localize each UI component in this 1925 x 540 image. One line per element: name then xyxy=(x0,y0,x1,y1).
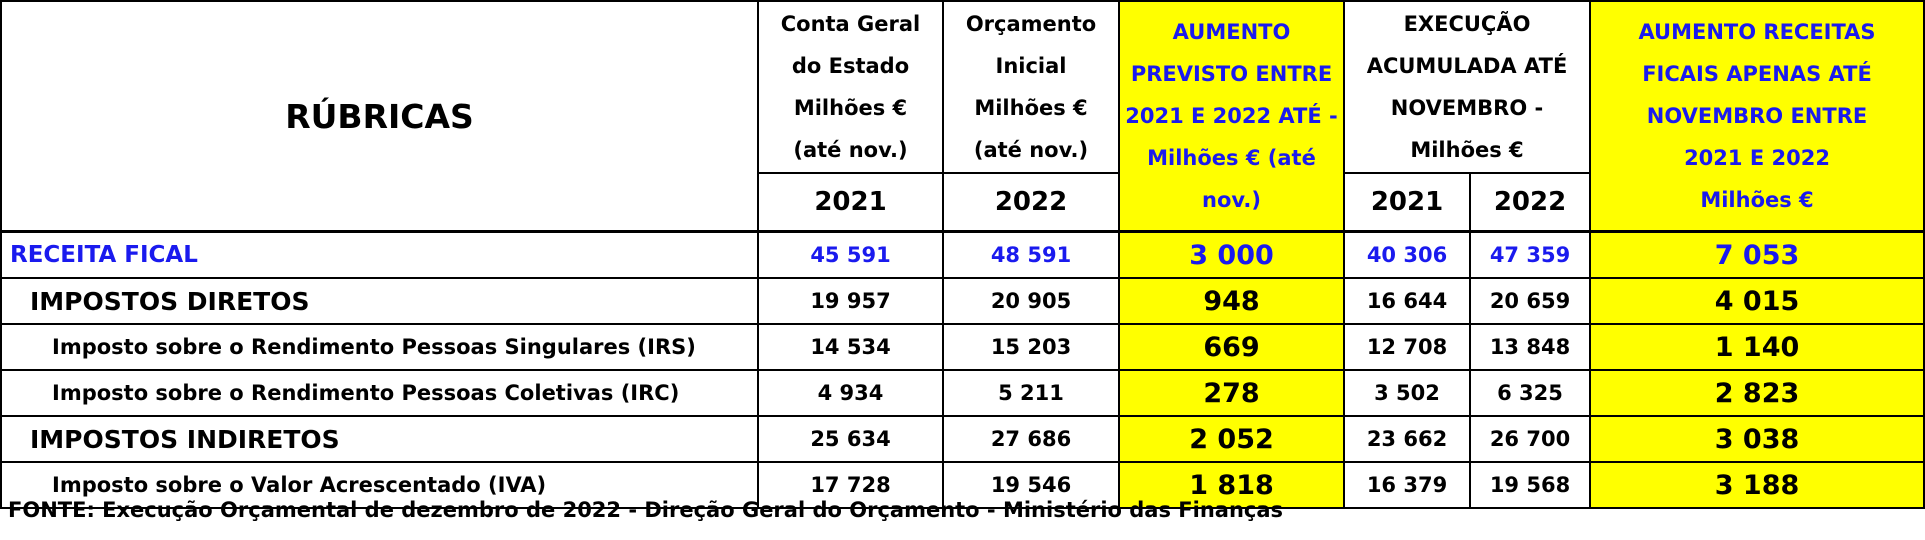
aumento-previsto-line-3: 2021 E 2022 ATÉ - xyxy=(1125,104,1338,128)
aumento-receitas-line-1: AUMENTO RECEITAS xyxy=(1638,20,1876,44)
aumento-receitas-value: 1 140 xyxy=(1589,323,1925,371)
aumento-receitas-value: 4 015 xyxy=(1589,277,1925,325)
aumento-receitas-line-4: 2021 E 2022 xyxy=(1684,146,1830,170)
table-row: RECEITA FICAL 45 591 48 591 3 000 40 306… xyxy=(0,230,1925,279)
aumento-value: 669 xyxy=(1118,323,1345,371)
exec-2021-value: 12 708 xyxy=(1343,323,1471,371)
conta-geral-header: Conta Geral do Estado Milhões € (até nov… xyxy=(757,0,944,173)
aumento-receitas-line-2: FICAIS APENAS ATÉ xyxy=(1642,62,1872,86)
aumento-receitas-value: 3 188 xyxy=(1589,461,1925,509)
table-row: Imposto sobre o Rendimento Pessoas Singu… xyxy=(0,323,1925,371)
execucao-line-4: Milhões € xyxy=(1410,138,1524,162)
aumento-previsto-header: AUMENTO PREVISTO ENTRE 2021 E 2022 ATÉ -… xyxy=(1118,0,1345,233)
aumento-previsto-line-4: Milhões € (até xyxy=(1147,146,1316,170)
table-row: IMPOSTOS DIRETOS 19 957 20 905 948 16 64… xyxy=(0,277,1925,325)
orcamento-line-3: Milhões € xyxy=(974,96,1088,120)
conta-geral-line-1: Conta Geral xyxy=(780,12,921,36)
aumento-previsto-line-5: nov.) xyxy=(1202,188,1261,212)
aumento-value: 2 052 xyxy=(1118,415,1345,463)
source-note: FONTE: Execução Orçamental de dezembro d… xyxy=(8,498,1284,522)
aumento-value: 948 xyxy=(1118,277,1345,325)
cge-value: 45 591 xyxy=(757,230,944,279)
oi-value: 27 686 xyxy=(942,415,1120,463)
aumento-value: 1 818 xyxy=(1118,461,1345,509)
exec-2022-value: 6 325 xyxy=(1469,369,1591,417)
table-row: Imposto sobre o Valor Acrescentado (IVA)… xyxy=(0,461,1925,509)
cge-value: 19 957 xyxy=(757,277,944,325)
row-label: Imposto sobre o Rendimento Pessoas Singu… xyxy=(0,323,759,371)
cge-value: 17 728 xyxy=(757,461,944,509)
oi-value: 48 591 xyxy=(942,230,1120,279)
orcamento-line-4: (até nov.) xyxy=(973,138,1089,162)
row-label: IMPOSTOS DIRETOS xyxy=(0,277,759,325)
exec-2021-value: 40 306 xyxy=(1343,230,1471,279)
orcamento-line-1: Orçamento xyxy=(965,12,1097,36)
conta-geral-line-4: (até nov.) xyxy=(793,138,908,162)
oi-value: 15 203 xyxy=(942,323,1120,371)
cge-value: 4 934 xyxy=(757,369,944,417)
oi-value: 5 211 xyxy=(942,369,1120,417)
year-2021-header: 2021 xyxy=(757,172,944,233)
aumento-previsto-line-1: AUMENTO xyxy=(1172,20,1291,44)
aumento-receitas-value: 7 053 xyxy=(1589,230,1925,279)
table-row: Imposto sobre o Rendimento Pessoas Colet… xyxy=(0,369,1925,417)
row-label: Imposto sobre o Valor Acrescentado (IVA) xyxy=(0,461,759,509)
aumento-value: 3 000 xyxy=(1118,230,1345,279)
exec-2022-value: 19 568 xyxy=(1469,461,1591,509)
aumento-receitas-value: 3 038 xyxy=(1589,415,1925,463)
aumento-previsto-line-2: PREVISTO ENTRE xyxy=(1130,62,1333,86)
execucao-line-2: ACUMULADA ATÉ xyxy=(1366,54,1568,78)
exec-2022-value: 47 359 xyxy=(1469,230,1591,279)
exec-2022-value: 20 659 xyxy=(1469,277,1591,325)
aumento-receitas-line-3: NOVEMBRO ENTRE xyxy=(1646,104,1868,128)
orcamento-inicial-header: Orçamento Inicial Milhões € (até nov.) xyxy=(942,0,1120,173)
aumento-value: 278 xyxy=(1118,369,1345,417)
cge-value: 14 534 xyxy=(757,323,944,371)
oi-value: 19 546 xyxy=(942,461,1120,509)
row-label: IMPOSTOS INDIRETOS xyxy=(0,415,759,463)
exec-2021-value: 16 379 xyxy=(1343,461,1471,509)
exec-2022-value: 13 848 xyxy=(1469,323,1591,371)
row-label: RECEITA FICAL xyxy=(0,230,759,279)
exec-2022-value: 26 700 xyxy=(1469,415,1591,463)
cge-value: 25 634 xyxy=(757,415,944,463)
oi-value: 20 905 xyxy=(942,277,1120,325)
orcamento-line-2: Inicial xyxy=(995,54,1067,78)
conta-geral-line-3: Milhões € xyxy=(793,96,908,120)
aumento-receitas-line-5: Milhões € xyxy=(1700,188,1814,212)
year-2022-header: 2022 xyxy=(942,172,1120,233)
exec-2022-header: 2022 xyxy=(1469,172,1591,233)
aumento-receitas-value: 2 823 xyxy=(1589,369,1925,417)
row-label: Imposto sobre o Rendimento Pessoas Colet… xyxy=(0,369,759,417)
aumento-receitas-header: AUMENTO RECEITAS FICAIS APENAS ATÉ NOVEM… xyxy=(1589,0,1925,233)
table-row: IMPOSTOS INDIRETOS 25 634 27 686 2 052 2… xyxy=(0,415,1925,463)
exec-2021-value: 23 662 xyxy=(1343,415,1471,463)
budget-table: RÚBRICAS Conta Geral do Estado Milhões €… xyxy=(0,0,1925,509)
conta-geral-line-2: do Estado xyxy=(791,54,910,78)
exec-2021-value: 3 502 xyxy=(1343,369,1471,417)
execucao-line-3: NOVEMBRO - xyxy=(1390,96,1544,120)
execucao-header: EXECUÇÃO ACUMULADA ATÉ NOVEMBRO - Milhõe… xyxy=(1343,0,1591,174)
exec-2021-header: 2021 xyxy=(1343,172,1471,233)
rubricas-header: RÚBRICAS xyxy=(0,0,759,233)
exec-2021-value: 16 644 xyxy=(1343,277,1471,325)
execucao-line-1: EXECUÇÃO xyxy=(1403,12,1531,36)
